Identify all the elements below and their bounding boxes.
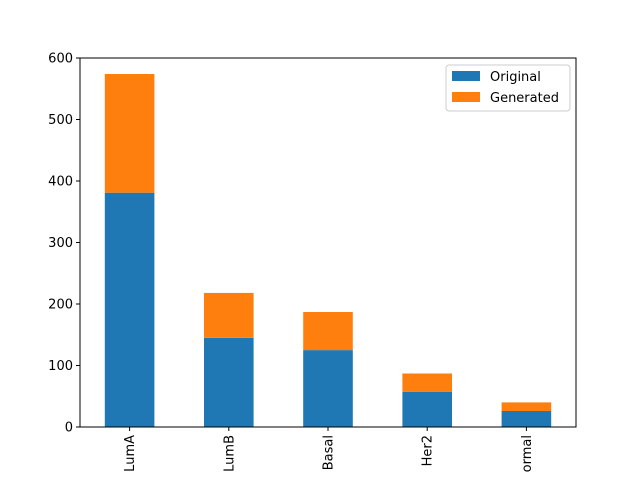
bar-generated-4 xyxy=(501,402,552,412)
bar-generated-0 xyxy=(104,73,155,193)
y-tick-label-5: 500 xyxy=(48,113,73,128)
x-axis: LumA LumB Basal Her2 ormal xyxy=(123,427,535,472)
bar-original-1 xyxy=(204,337,254,427)
legend-swatch-original xyxy=(452,71,480,81)
bar-original-3 xyxy=(402,391,452,427)
bar-original-4 xyxy=(501,411,552,427)
bar-original-0 xyxy=(104,192,155,427)
y-axis: 0 100 200 300 400 500 600 xyxy=(48,52,80,436)
x-tick-label-4: ormal xyxy=(520,435,535,472)
y-tick-label-1: 100 xyxy=(48,359,73,374)
bar-generated-1 xyxy=(204,292,254,338)
x-tick-label-3: Her2 xyxy=(421,435,436,466)
y-tick-label-4: 400 xyxy=(48,175,73,190)
x-tick-label-0: LumA xyxy=(123,435,138,472)
bar-generated-2 xyxy=(303,311,353,351)
x-tick-label-2: Basal xyxy=(322,435,337,470)
x-tick-label-1: LumB xyxy=(222,435,237,472)
legend-swatch-generated xyxy=(452,92,480,102)
y-tick-label-3: 300 xyxy=(48,236,73,251)
y-tick-label-2: 200 xyxy=(48,298,73,313)
bar-original-2 xyxy=(303,350,353,427)
y-tick-label-0: 0 xyxy=(65,421,73,436)
legend-label-original: Original xyxy=(490,70,541,85)
bar-generated-3 xyxy=(402,373,452,392)
y-tick-label-6: 600 xyxy=(48,52,73,67)
legend-label-generated: Generated xyxy=(490,91,559,106)
legend: Original Generated xyxy=(445,64,571,112)
bars-group xyxy=(104,73,552,427)
